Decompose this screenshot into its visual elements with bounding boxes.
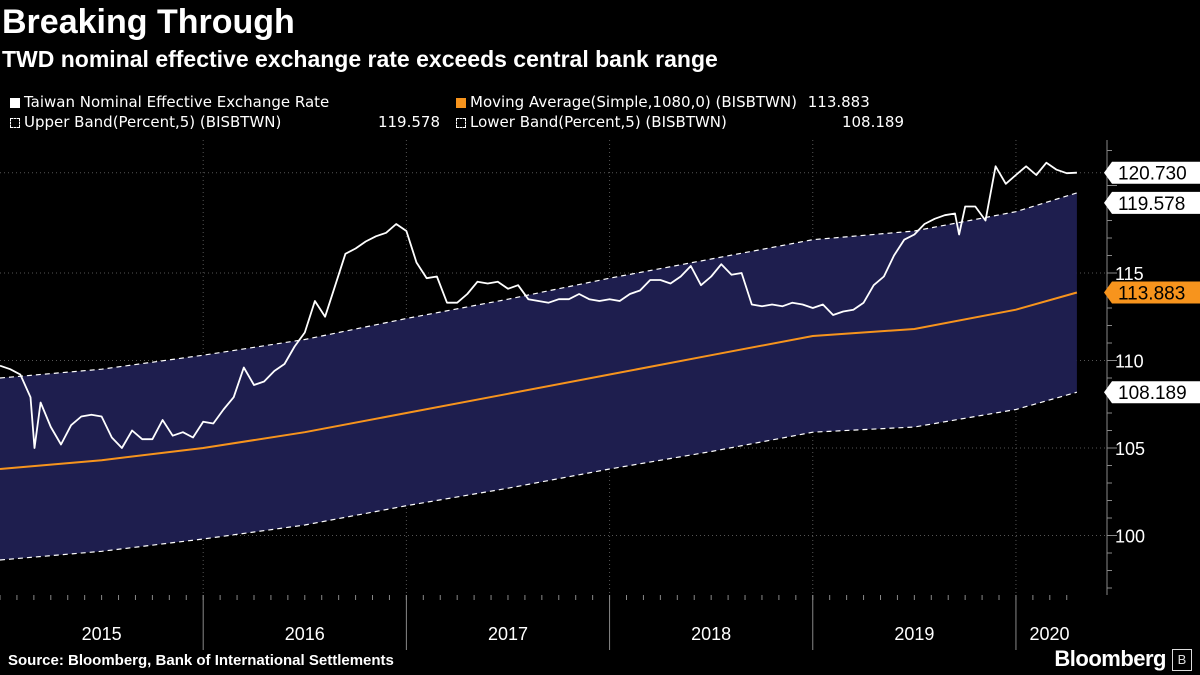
x-tick-label: 2016 [285,624,325,644]
y-tick-label: 110 [1115,352,1144,372]
legend-item-moving-average: Moving Average(Simple,1080,0) (BISBTWN) … [456,92,870,112]
end-label-upper-band-tag [1104,191,1200,214]
y-tick-label: 100 [1115,527,1145,547]
end-label-moving-average-tag [1104,281,1200,304]
legend-swatch-lower-band [456,118,466,128]
end-label-lower-band-tag [1104,381,1200,404]
legend-item-rate: Taiwan Nominal Effective Exchange Rate [10,92,329,112]
legend-swatch-rate [10,98,20,108]
series-exchange-rate [0,161,1077,449]
y-tick-label: 115 [1115,264,1144,284]
x-tick-label: 2017 [488,624,528,644]
y-tick-label: 105 [1115,439,1145,459]
end-label-exchange-rate: 120.730 [1118,164,1187,185]
end-label-exchange-rate-tag [1104,161,1200,184]
chart-title: Breaking Through [2,3,295,41]
x-tick-label: 2020 [1029,624,1069,644]
chart-subtitle: TWD nominal effective exchange rate exce… [2,46,718,72]
legend-swatch-moving-average [456,98,466,108]
legend-label-moving-average: Moving Average(Simple,1080,0) (BISBTWN) [470,93,797,111]
band-fill [0,192,1077,560]
x-tick-label: 2015 [82,624,122,644]
end-label-upper-band: 119.578 [1118,194,1185,215]
legend-value-lower-band: 108.189 [841,113,904,131]
legend-label-upper-band: Upper Band(Percent,5) (BISBTWN) [24,113,282,131]
legend-swatch-upper-band [10,118,20,128]
legend-value-moving-average: 113.883 [807,93,870,111]
legend-value-upper-band: 119.578 [377,113,440,131]
x-tick-label: 2019 [894,624,934,644]
bloomberg-logo: Bloomberg [1054,646,1166,671]
end-label-lower-band: 108.189 [1118,383,1187,404]
legend-label-lower-band: Lower Band(Percent,5) (BISBTWN) [470,113,727,131]
legend-label-rate: Taiwan Nominal Effective Exchange Rate [24,93,330,111]
legend-item-upper-band: Upper Band(Percent,5) (BISBTWN) 119.578 [10,112,440,132]
end-label-moving-average: 113.883 [1118,284,1185,305]
legend-item-lower-band: Lower Band(Percent,5) (BISBTWN) 108.189 [456,112,904,132]
source-note: Source: Bloomberg, Bank of International… [8,652,394,669]
series-moving-average [0,291,1078,470]
bloomberg-terminal-icon: B [1172,649,1192,671]
x-tick-label: 2018 [691,624,731,644]
